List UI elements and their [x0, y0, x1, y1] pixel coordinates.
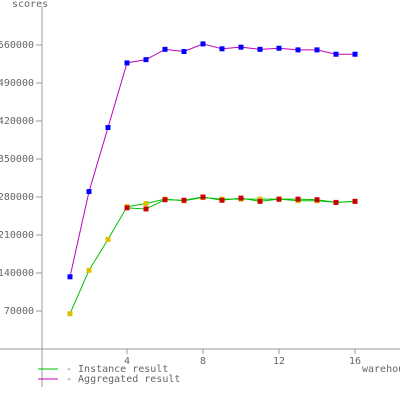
- instance-series-point: [200, 194, 206, 200]
- instance-series-point: [333, 199, 339, 205]
- aggregated-series-point: [105, 125, 111, 131]
- instance-series-line: [69, 197, 356, 314]
- legend-label-aggregated: - Aggregated result: [66, 374, 180, 385]
- x-tick-label: 16: [349, 356, 361, 367]
- instance-series-point: [181, 197, 187, 203]
- aggregated-series-point: [333, 51, 339, 57]
- y-tick-label: 560000: [0, 40, 34, 51]
- instance-series-point: [257, 198, 263, 204]
- aggregated-series-point: [352, 51, 358, 57]
- x-tick-label: 8: [200, 356, 206, 367]
- legend-label-instance: - Instance result: [66, 364, 168, 375]
- instance-series-point: [295, 196, 301, 202]
- instance-series-point: [162, 197, 168, 203]
- y-tick-label: 140000: [0, 268, 34, 279]
- x-tick-label: 12: [273, 356, 285, 367]
- aggregated-series-point: [200, 41, 206, 47]
- instance-series-point: [314, 197, 320, 203]
- aggregated-series-point: [276, 45, 282, 51]
- aggregated-series-point: [257, 46, 263, 52]
- aggregated-series-point: [86, 189, 92, 195]
- instance-series-point: [105, 236, 111, 242]
- aggregated-series-point: [295, 47, 301, 53]
- aggregated-series-point: [219, 46, 225, 52]
- y-tick-label: 350000: [0, 154, 34, 165]
- axes: scores warehouses: [0, 0, 400, 387]
- aggregated-series-point: [238, 44, 244, 50]
- aggregated-series-point: [181, 49, 187, 55]
- aggregated-series-line: [69, 43, 355, 277]
- y-tick-label: 210000: [0, 230, 34, 241]
- series-layer: [67, 41, 358, 317]
- y-tick-label: 70000: [4, 306, 34, 317]
- y-tick-label: 420000: [0, 116, 34, 127]
- y-tick-label: 280000: [0, 192, 34, 203]
- axis-ticks: 70000 140000 210000 280000 350000 420000 49000…: [0, 40, 361, 367]
- x-tick-label: 4: [124, 356, 130, 367]
- x-axis-label: warehouses: [362, 364, 400, 375]
- aggregated-series-point: [143, 57, 149, 63]
- aggregated-series-point: [67, 274, 73, 280]
- instance-series-point: [352, 198, 358, 204]
- aggregated-series-point: [314, 47, 320, 53]
- instance-series-point: [124, 205, 130, 211]
- y-axis-label: scores: [12, 0, 48, 10]
- legend: - Instance result- Aggregated result: [38, 364, 180, 385]
- aggregated-series-point: [162, 46, 168, 52]
- instance-series-point: [67, 311, 73, 317]
- instance-series-point: [86, 267, 92, 273]
- y-tick-label: 490000: [0, 78, 34, 89]
- instance-series-point: [219, 197, 225, 203]
- instance-series-point: [276, 196, 282, 202]
- instance-series-point: [238, 195, 244, 201]
- aggregated-series-point: [124, 60, 130, 66]
- instance-series-point: [143, 201, 149, 207]
- instance-series-point: [143, 206, 149, 212]
